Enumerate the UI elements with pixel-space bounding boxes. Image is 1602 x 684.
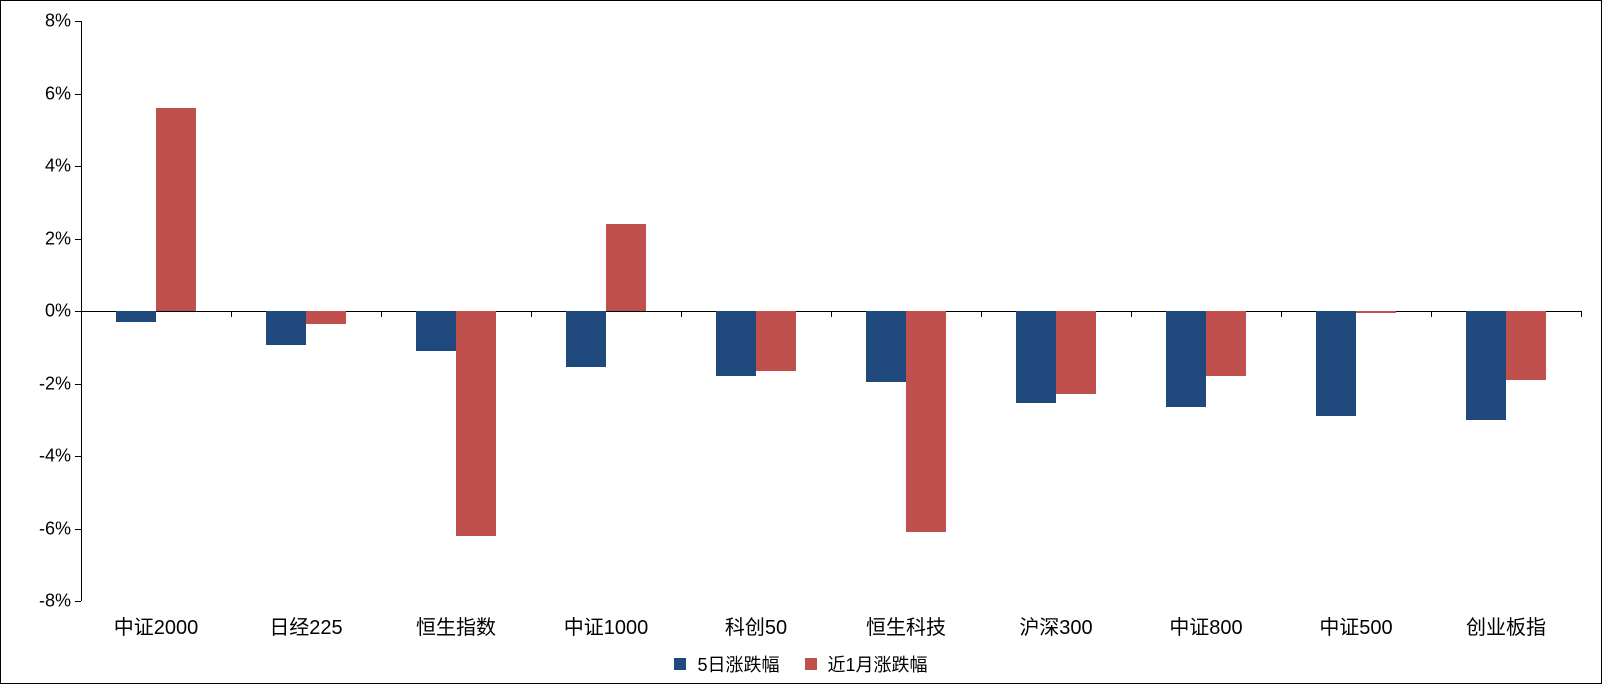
- bar: [306, 311, 346, 324]
- x-category-label: 中证800: [1169, 611, 1242, 640]
- legend-item-2: 近1月涨跌幅: [805, 651, 928, 677]
- bar: [1166, 311, 1206, 407]
- legend-label-2: 近1月涨跌幅: [828, 655, 928, 675]
- legend-label-1: 5日涨跌幅: [697, 655, 779, 675]
- y-tick-label: 8%: [45, 11, 71, 32]
- x-category-label: 恒生科技: [866, 611, 946, 640]
- x-tick-mark: [381, 311, 382, 317]
- x-category-label: 科创50: [725, 611, 787, 640]
- legend: 5日涨跌幅 近1月涨跌幅: [1, 651, 1601, 677]
- y-tick-label: -4%: [39, 446, 71, 467]
- bar: [1056, 311, 1096, 394]
- x-tick-mark: [831, 311, 832, 317]
- y-tick-label: 2%: [45, 228, 71, 249]
- y-tick-label: -8%: [39, 591, 71, 612]
- x-category-label: 中证500: [1319, 611, 1392, 640]
- bar: [906, 311, 946, 532]
- bar: [116, 311, 156, 322]
- bar: [1016, 311, 1056, 403]
- bar: [566, 311, 606, 367]
- bar: [606, 224, 646, 311]
- bar: [416, 311, 456, 351]
- legend-swatch-1: [674, 658, 686, 670]
- bar: [1316, 311, 1356, 416]
- y-tick-label: 0%: [45, 301, 71, 322]
- x-tick-mark: [81, 311, 82, 317]
- bar: [866, 311, 906, 382]
- x-category-label: 中证2000: [114, 611, 199, 640]
- bar: [266, 311, 306, 345]
- x-tick-mark: [1581, 311, 1582, 317]
- y-tick-label: 4%: [45, 156, 71, 177]
- y-tick-mark: [75, 239, 81, 240]
- index-returns-chart: -8% -6% -4% -2% 0% 2% 4% 6% 8% 中证2000 日经225 恒生指数 中证…: [0, 0, 1602, 684]
- y-tick-mark: [75, 384, 81, 385]
- x-category-label: 沪深300: [1019, 611, 1092, 640]
- y-tick-mark: [75, 21, 81, 22]
- legend-swatch-2: [805, 658, 817, 670]
- y-tick-mark: [75, 94, 81, 95]
- bar: [1506, 311, 1546, 380]
- bar: [1206, 311, 1246, 376]
- y-tick-mark: [75, 601, 81, 602]
- y-tick-label: -6%: [39, 518, 71, 539]
- bar: [716, 311, 756, 376]
- x-category-label: 中证1000: [564, 611, 649, 640]
- bar: [1356, 311, 1396, 313]
- x-tick-mark: [231, 311, 232, 317]
- x-category-label: 创业板指: [1466, 611, 1546, 640]
- y-tick-label: 6%: [45, 83, 71, 104]
- x-category-label: 恒生指数: [416, 611, 496, 640]
- x-tick-mark: [1131, 311, 1132, 317]
- bar: [756, 311, 796, 371]
- x-tick-mark: [981, 311, 982, 317]
- bar: [156, 108, 196, 311]
- bar: [456, 311, 496, 536]
- y-tick-mark: [75, 529, 81, 530]
- x-tick-mark: [1431, 311, 1432, 317]
- x-tick-mark: [531, 311, 532, 317]
- bar: [1466, 311, 1506, 420]
- y-tick-mark: [75, 456, 81, 457]
- y-tick-mark: [75, 166, 81, 167]
- legend-item-1: 5日涨跌幅: [674, 651, 779, 677]
- x-category-label: 日经225: [269, 611, 342, 640]
- x-tick-mark: [1281, 311, 1282, 317]
- x-tick-mark: [681, 311, 682, 317]
- y-tick-label: -2%: [39, 373, 71, 394]
